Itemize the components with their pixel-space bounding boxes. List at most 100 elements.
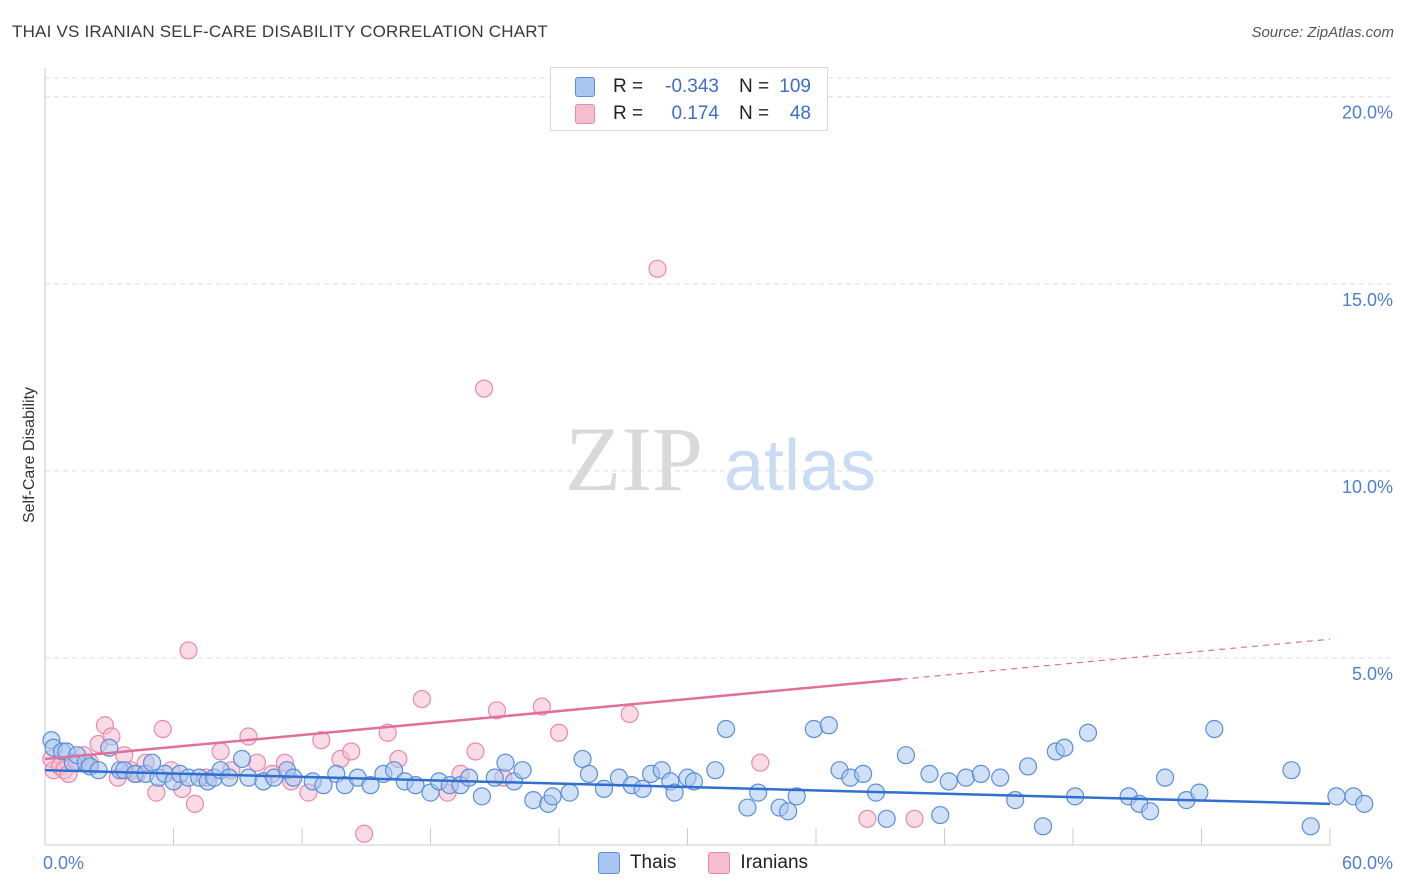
iranians-legend-label: Iranians — [740, 852, 809, 873]
thais-point — [1055, 738, 1074, 757]
thais-point — [543, 787, 562, 806]
thais-point — [1205, 719, 1224, 739]
thais-point — [665, 783, 684, 802]
legend-r-label: R = — [613, 76, 644, 97]
thais-point — [1018, 757, 1038, 776]
iranians-points — [42, 259, 924, 843]
source-credit: Source: ZipAtlas.com — [1251, 24, 1394, 41]
thais-point — [524, 791, 543, 810]
iranians-point — [239, 727, 258, 746]
iranians-point — [858, 809, 877, 828]
watermark: ZIP atlas — [565, 408, 876, 510]
iranians-point — [549, 723, 569, 742]
thais-point — [779, 802, 798, 821]
thais-point — [706, 761, 725, 780]
legend-r-value: 0.174 — [671, 103, 719, 124]
iranians-trend-line — [44, 677, 902, 761]
thais-point — [1190, 783, 1209, 802]
thais-point — [920, 764, 939, 784]
thais-point — [971, 764, 991, 784]
thais-point — [459, 768, 479, 787]
thais-point — [956, 768, 976, 787]
iranians-point — [247, 753, 267, 772]
y-axis-title: Self-Care Disability — [21, 387, 38, 523]
legend-n-value: 48 — [789, 103, 811, 124]
iranians-point — [342, 742, 361, 761]
thais-point — [1078, 723, 1098, 742]
iranians-point — [620, 704, 639, 724]
watermark-zip: ZIP — [565, 408, 703, 510]
thais-point — [1140, 802, 1160, 821]
thais-point — [877, 809, 896, 828]
iranians-point — [312, 731, 331, 750]
legend-item-thais[interactable]: Thais — [597, 852, 677, 874]
thais-legend-swatch — [597, 852, 620, 874]
thais-point — [142, 753, 162, 772]
thais-point — [232, 749, 252, 769]
thais-swatch — [575, 77, 595, 97]
x-tick-label-max: 60.0% — [1342, 853, 1393, 873]
iranians-point — [355, 824, 374, 843]
legend-n-value: 109 — [779, 76, 811, 97]
thais-legend-label: Thais — [629, 852, 677, 873]
thais-point — [738, 798, 757, 817]
y-tick-label: 20.0% — [1342, 103, 1393, 123]
legend-item-iranians[interactable]: Iranians — [708, 852, 808, 874]
thais-point — [716, 719, 736, 739]
thais-point — [361, 776, 380, 795]
thais-point — [1006, 791, 1025, 810]
iranians-point — [466, 742, 485, 761]
thais-point — [787, 787, 806, 806]
legend-row-iranians: R = 0.174 N = 48 — [575, 101, 811, 127]
gridlines — [45, 77, 1395, 659]
thais-point — [749, 783, 768, 802]
thais-point — [472, 787, 491, 806]
thais-point — [939, 772, 958, 791]
thais-point — [239, 768, 258, 787]
thais-point — [633, 779, 652, 798]
iranians-point — [153, 719, 172, 739]
iranians-swatch — [575, 104, 595, 124]
thais-point — [496, 753, 515, 772]
iranians-point — [532, 697, 551, 716]
thais-point — [1301, 817, 1320, 836]
thais-point — [819, 716, 838, 735]
thais-point — [594, 779, 614, 798]
chart-title: THAI VS IRANIAN SELF-CARE DISABILITY COR… — [12, 22, 549, 41]
thais-point — [1355, 794, 1374, 813]
thais-point — [684, 772, 704, 791]
iranians-legend-swatch — [708, 852, 731, 874]
iranians-trend-extension — [901, 638, 1331, 680]
thais-point — [854, 764, 873, 784]
thais-point — [991, 768, 1010, 787]
thais-trend-line — [44, 768, 1331, 806]
legend-row-thais: R = -0.343 N = 109 — [575, 74, 811, 100]
thais-points — [42, 716, 1374, 836]
legend-r-value: -0.343 — [665, 76, 719, 97]
thais-point — [1327, 787, 1346, 806]
thais-point — [560, 783, 579, 802]
iranians-point — [474, 379, 494, 398]
thais-point — [1155, 768, 1175, 787]
thais-point — [931, 805, 950, 825]
trend-lines — [44, 638, 1331, 806]
iranians-point — [211, 742, 230, 761]
iranians-point — [751, 753, 770, 772]
iranians-point — [412, 689, 432, 709]
thais-point — [1033, 817, 1053, 836]
iranians-point — [487, 701, 506, 720]
y-tick-label: 15.0% — [1342, 290, 1393, 310]
iranians-point — [648, 259, 667, 278]
iranians-point — [905, 809, 924, 828]
tick-labels: 5.0% 10.0% 15.0% 20.0% 0.0% 60.0% — [43, 103, 1393, 873]
axes — [44, 68, 1331, 846]
thais-point — [896, 746, 916, 765]
watermark-atlas: atlas — [724, 426, 876, 506]
legend-r-label: R = — [613, 103, 644, 124]
thais-point — [485, 768, 504, 787]
y-tick-label: 5.0% — [1352, 664, 1393, 684]
iranians-point — [147, 783, 166, 802]
iranians-point — [179, 641, 198, 660]
legend-n-label: N = — [739, 103, 770, 124]
